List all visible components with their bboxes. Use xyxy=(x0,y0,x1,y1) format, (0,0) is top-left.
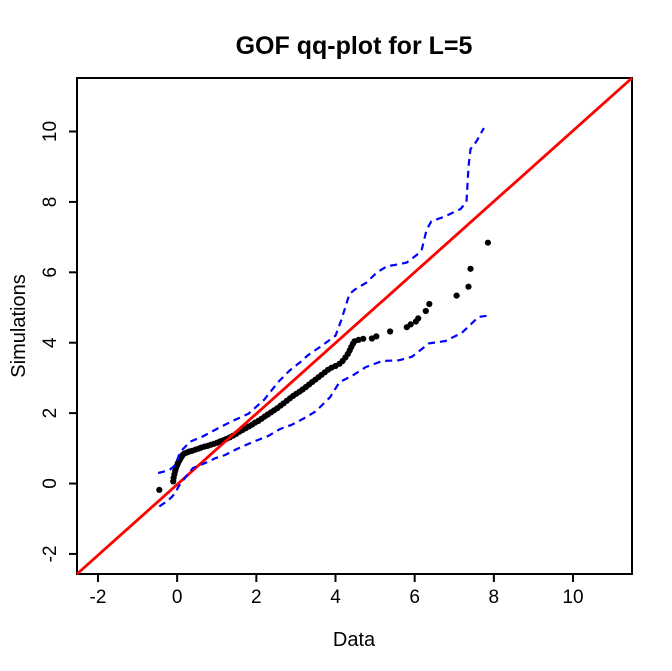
y-axis-label: Simulations xyxy=(8,274,30,377)
data-point xyxy=(465,283,472,290)
data-point xyxy=(387,328,394,335)
data-point xyxy=(360,335,367,342)
y-tick-label: 8 xyxy=(40,197,61,208)
y-tick-label: 4 xyxy=(40,337,61,348)
x-tick-label: -2 xyxy=(90,587,107,608)
data-point xyxy=(156,486,163,493)
x-tick-label: 8 xyxy=(489,587,500,608)
data-point xyxy=(407,321,414,328)
x-tick-label: 6 xyxy=(409,587,420,608)
reference-line xyxy=(76,76,633,576)
data-point xyxy=(355,336,362,343)
data-point xyxy=(415,315,422,322)
x-tick-label: 0 xyxy=(172,587,183,608)
x-tick-label: 2 xyxy=(251,587,262,608)
data-point xyxy=(373,333,380,340)
plot-title: GOF qq-plot for L=5 xyxy=(236,32,473,60)
y-tick-label: 10 xyxy=(40,121,61,142)
y-tick-label: 0 xyxy=(40,478,61,489)
lower-envelope-line xyxy=(158,314,491,508)
x-tick-label: 4 xyxy=(330,587,341,608)
y-tick-label: -2 xyxy=(40,545,61,562)
y-tick-label: 6 xyxy=(40,267,61,278)
data-point xyxy=(453,292,460,299)
data-point xyxy=(467,265,474,272)
plot-frame xyxy=(76,77,633,575)
data-point xyxy=(484,239,491,246)
y-tick-label: 2 xyxy=(40,408,61,419)
x-axis-label: Data xyxy=(333,629,376,651)
data-point xyxy=(426,300,433,308)
data-point xyxy=(422,307,429,315)
x-tick-label: 10 xyxy=(562,587,583,608)
plot-area: -2 0 2 4 6 8 10 -2 0 2 4 6 8 10 xyxy=(40,76,633,608)
upper-envelope-line xyxy=(157,127,485,475)
